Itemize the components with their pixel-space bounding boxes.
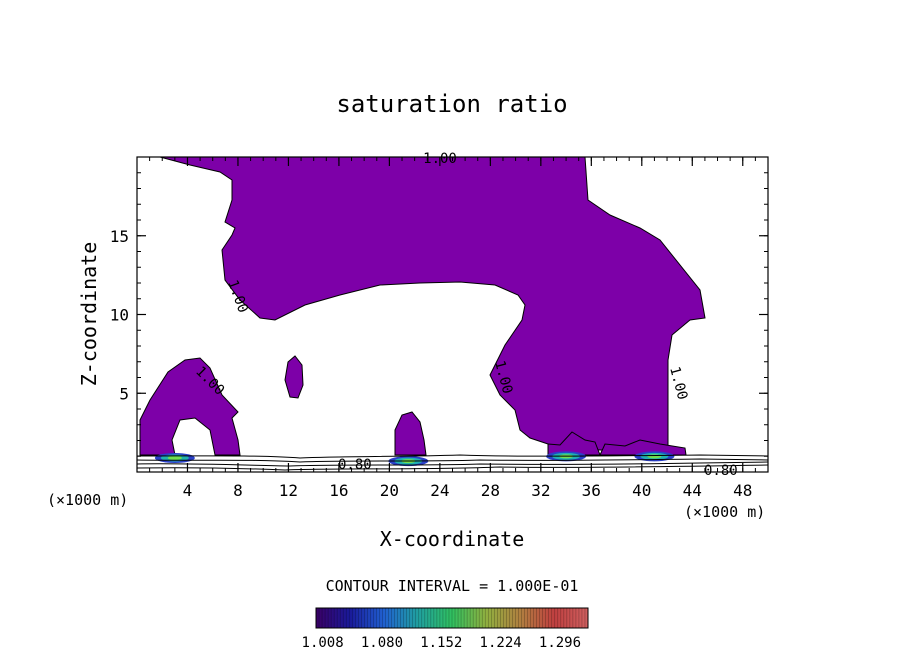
colorbar-tick-label: 1.152 <box>420 635 462 651</box>
chart-title: saturation ratio <box>336 90 567 118</box>
contour-label-surface-1: 0.80 <box>338 457 372 473</box>
y-tick-label: 5 <box>119 384 129 403</box>
contour-region-left-arch <box>139 357 241 456</box>
x-axis-title: X-coordinate <box>380 527 525 551</box>
x-tick-label: 24 <box>430 481 449 500</box>
x-tick-label: 20 <box>380 481 399 500</box>
contour-label-right: 1.00 <box>666 365 690 402</box>
colorbar-tick-label: 1.080 <box>361 635 403 651</box>
contour-label-surface-2: 0.80 <box>704 463 738 479</box>
y-axis-title: Z-coordinate <box>77 242 101 387</box>
y-tick-label: 10 <box>110 306 129 325</box>
colorbar-stripes <box>315 608 589 628</box>
x-tick-label: 8 <box>233 481 243 500</box>
contour-region-right-base <box>599 439 687 456</box>
x-tick-label: 32 <box>531 481 550 500</box>
surface-line-1 <box>136 454 769 459</box>
y-ticks: 5 10 15 <box>110 156 768 473</box>
contour-fill-layer <box>139 156 706 456</box>
contour-interval-text: CONTOUR INTERVAL = 1.000E-01 <box>326 577 579 595</box>
surface-line-4 <box>136 464 769 471</box>
colorbar-tick-label: 1.296 <box>539 635 581 651</box>
x-tick-label: 12 <box>279 481 298 500</box>
x-ticks: 4 8 12 16 20 24 28 32 36 40 44 48 <box>136 157 769 500</box>
x-tick-label: 28 <box>481 481 500 500</box>
contour-region-small-hump <box>394 411 427 456</box>
x-tick-label: 4 <box>183 481 193 500</box>
x-tick-label: 48 <box>733 481 752 500</box>
x-unit-label-left: (×1000 m) <box>47 491 128 509</box>
contour-label-top: 1.00 <box>423 151 457 167</box>
surface-contour-lines <box>136 454 769 471</box>
x-tick-label: 36 <box>582 481 601 500</box>
colorbar <box>315 607 589 629</box>
surface-line-2 <box>136 458 769 463</box>
x-tick-label: 44 <box>683 481 702 500</box>
x-tick-label: 16 <box>329 481 348 500</box>
contour-region-mid-blob <box>284 355 304 399</box>
x-unit-label-right: (×1000 m) <box>684 503 765 521</box>
x-tick-label: 40 <box>632 481 651 500</box>
colorbar-tick-label: 1.224 <box>480 635 522 651</box>
colorbar-tick-labels: 1.008 1.080 1.152 1.224 1.296 <box>302 635 582 651</box>
y-tick-label: 15 <box>110 227 129 246</box>
colorbar-tick-label: 1.008 <box>302 635 344 651</box>
contour-region-upper <box>159 156 706 453</box>
peak-spot-core <box>167 455 182 460</box>
surface-line-3 <box>136 461 769 467</box>
